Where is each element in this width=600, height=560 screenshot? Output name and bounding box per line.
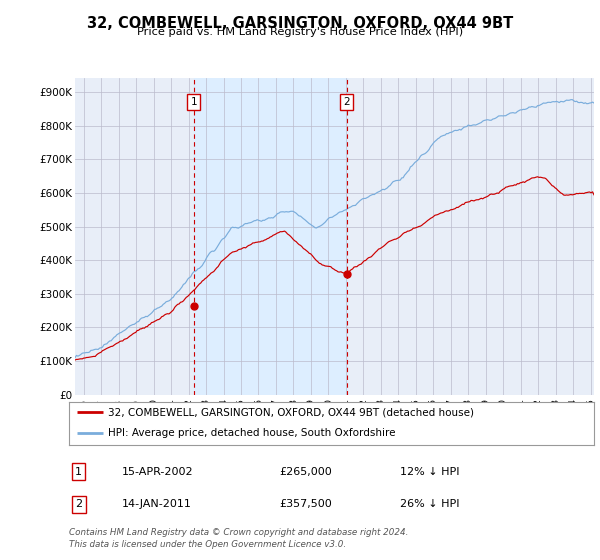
- Text: Contains HM Land Registry data © Crown copyright and database right 2024.: Contains HM Land Registry data © Crown c…: [69, 528, 409, 536]
- Text: HPI: Average price, detached house, South Oxfordshire: HPI: Average price, detached house, Sout…: [109, 428, 396, 438]
- Text: 1: 1: [76, 466, 82, 477]
- Text: 26% ↓ HPI: 26% ↓ HPI: [400, 500, 459, 510]
- Text: £265,000: £265,000: [279, 466, 332, 477]
- Text: 14-JAN-2011: 14-JAN-2011: [121, 500, 191, 510]
- Text: This data is licensed under the Open Government Licence v3.0.: This data is licensed under the Open Gov…: [69, 540, 346, 549]
- Text: Price paid vs. HM Land Registry's House Price Index (HPI): Price paid vs. HM Land Registry's House …: [137, 27, 463, 38]
- Text: 15-APR-2002: 15-APR-2002: [121, 466, 193, 477]
- Text: £357,500: £357,500: [279, 500, 332, 510]
- Text: 12% ↓ HPI: 12% ↓ HPI: [400, 466, 459, 477]
- Text: 2: 2: [76, 500, 82, 510]
- Text: 1: 1: [190, 97, 197, 107]
- Bar: [194, 78, 347, 395]
- Text: 2: 2: [343, 97, 350, 107]
- Text: 32, COMBEWELL, GARSINGTON, OXFORD, OX44 9BT (detached house): 32, COMBEWELL, GARSINGTON, OXFORD, OX44 …: [109, 408, 475, 417]
- Text: 32, COMBEWELL, GARSINGTON, OXFORD, OX44 9BT: 32, COMBEWELL, GARSINGTON, OXFORD, OX44 …: [87, 16, 513, 31]
